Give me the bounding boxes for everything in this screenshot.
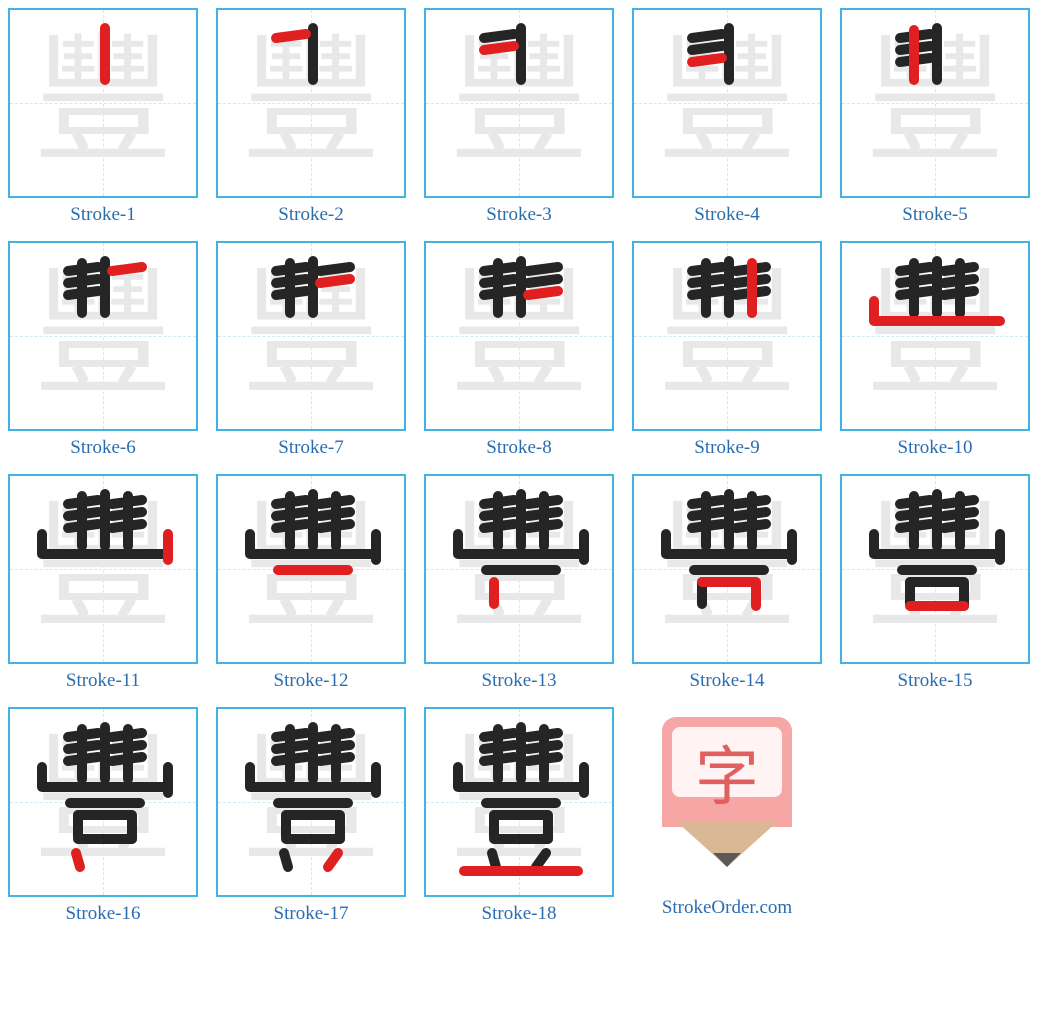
stroke-cell: 豐 Stroke-10: [840, 241, 1030, 459]
stroke-cell: 豐 Stroke-15: [840, 474, 1030, 692]
stroke-caption: Stroke-14: [690, 670, 765, 692]
stroke-caption: Stroke-10: [898, 437, 973, 459]
stroke-frame: 豐: [840, 241, 1030, 431]
stroke-cell: 豐 Stroke-13: [424, 474, 614, 692]
stroke-cell: 豐 Stroke-3: [424, 8, 614, 226]
stroke-cell: 豐 Stroke-1: [8, 8, 198, 226]
logo-background: 字: [662, 717, 792, 827]
stroke-caption: Stroke-2: [278, 204, 343, 226]
stroke-frame: 豐: [424, 707, 614, 897]
logo-cell: 字 StrokeOrder.com: [632, 707, 822, 925]
stroke-cell: 豐 Stroke-6: [8, 241, 198, 459]
stroke-cell: 豐 Stroke-12: [216, 474, 406, 692]
stroke-caption: Stroke-5: [902, 204, 967, 226]
stroke-caption: Stroke-1: [70, 204, 135, 226]
stroke-caption: Stroke-11: [66, 670, 140, 692]
stroke-frame: 豐: [216, 8, 406, 198]
pencil-lead-icon: [713, 853, 741, 867]
stroke-cell: 豐 Stroke-5: [840, 8, 1030, 226]
stroke-frame: 豐: [424, 241, 614, 431]
stroke-frame: 豐: [216, 241, 406, 431]
stroke-frame: 豐: [8, 8, 198, 198]
stroke-frame: 豐: [424, 8, 614, 198]
stroke-cell: 豐 Stroke-14: [632, 474, 822, 692]
stroke-cell: 豐 Stroke-2: [216, 8, 406, 226]
stroke-caption: Stroke-16: [66, 903, 141, 925]
site-logo: 字: [647, 717, 807, 877]
stroke-caption: Stroke-3: [486, 204, 551, 226]
stroke-frame: 豐: [840, 8, 1030, 198]
stroke-cell: 豐 Stroke-11: [8, 474, 198, 692]
stroke-frame: 豐: [8, 474, 198, 664]
stroke-caption: Stroke-15: [898, 670, 973, 692]
stroke-frame: 豐: [632, 474, 822, 664]
stroke-caption: Stroke-9: [694, 437, 759, 459]
stroke-caption: Stroke-4: [694, 204, 759, 226]
stroke-frame: 豐: [632, 241, 822, 431]
stroke-caption: Stroke-12: [274, 670, 349, 692]
stroke-caption: Stroke-13: [482, 670, 557, 692]
stroke-cell: 豐 Stroke-17: [216, 707, 406, 925]
stroke-frame: 豐: [840, 474, 1030, 664]
stroke-caption: Stroke-8: [486, 437, 551, 459]
stroke-cell: 豐 Stroke-7: [216, 241, 406, 459]
stroke-frame: 豐: [8, 241, 198, 431]
stroke-caption: Stroke-18: [482, 903, 557, 925]
stroke-frame: 豐: [216, 707, 406, 897]
logo-character: 字: [695, 726, 759, 818]
stroke-order-grid: 豐 Stroke-1 豐 Stroke-2 豐 Stroke-3 豐 Stroke-4 豐 Str…: [8, 8, 1048, 925]
stroke-frame: 豐: [216, 474, 406, 664]
stroke-cell: 豐 Stroke-9: [632, 241, 822, 459]
stroke-caption: Stroke-6: [70, 437, 135, 459]
stroke-frame: 豐: [632, 8, 822, 198]
site-name: StrokeOrder.com: [662, 897, 792, 919]
stroke-cell: 豐 Stroke-4: [632, 8, 822, 226]
stroke-cell: 豐 Stroke-16: [8, 707, 198, 925]
stroke-cell: 豐 Stroke-8: [424, 241, 614, 459]
stroke-cell: 豐 Stroke-18: [424, 707, 614, 925]
stroke-caption: Stroke-7: [278, 437, 343, 459]
stroke-frame: 豐: [424, 474, 614, 664]
stroke-frame: 豐: [8, 707, 198, 897]
stroke-caption: Stroke-17: [274, 903, 349, 925]
